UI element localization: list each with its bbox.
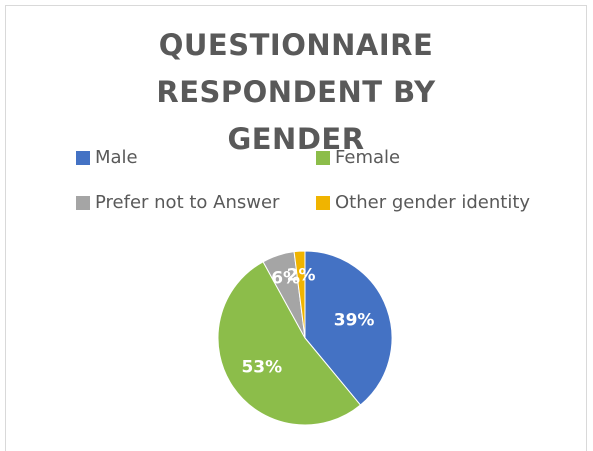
chart-frame xyxy=(5,5,587,451)
legend-label: Female xyxy=(335,147,401,168)
pie-slice xyxy=(304,250,393,406)
legend-item: Male xyxy=(76,147,138,168)
pie-slice xyxy=(217,261,362,426)
legend-label: Other gender identity xyxy=(335,192,531,213)
chart-title: QUESTIONNAIRE RESPONDENT BY GENDER xyxy=(156,28,436,156)
legend-swatch xyxy=(76,195,90,210)
legend-swatch xyxy=(316,195,330,210)
pie-slice xyxy=(293,250,306,339)
legend-item: Prefer not to Answer xyxy=(76,192,279,213)
data-label: 39% xyxy=(334,310,375,330)
data-label: 6% xyxy=(271,268,300,288)
legend-item: Other gender identity xyxy=(316,192,530,213)
legend-label: Prefer not to Answer xyxy=(95,192,280,213)
legend-label: Male xyxy=(95,147,138,168)
data-label: 53% xyxy=(241,357,282,377)
legend-swatch xyxy=(76,150,90,165)
legend-swatch xyxy=(316,150,330,165)
legend-item: Female xyxy=(316,147,400,168)
data-label: 2% xyxy=(287,265,316,285)
